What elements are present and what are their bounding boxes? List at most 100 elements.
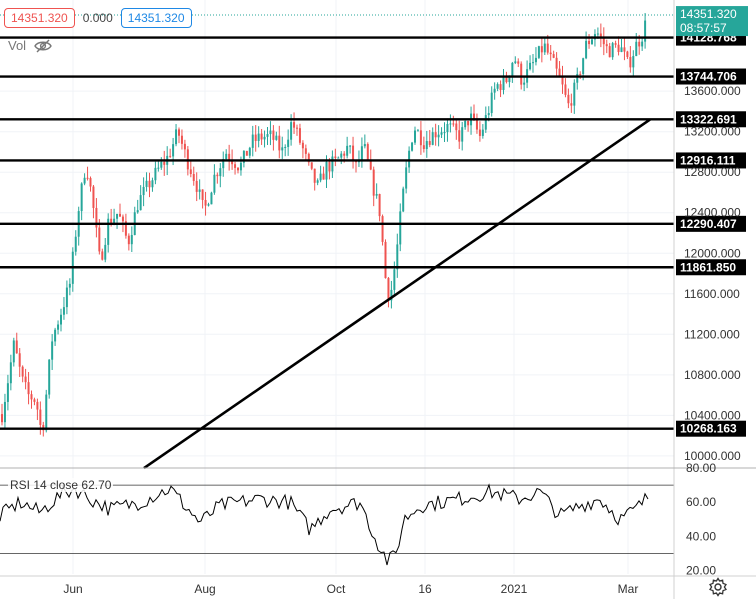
candle-body	[54, 329, 57, 342]
candle-body	[86, 177, 89, 179]
candle-body	[496, 84, 499, 89]
candle	[481, 124, 484, 139]
rsi-tick-label: 80.00	[686, 461, 716, 475]
candle	[237, 167, 239, 174]
candle	[216, 172, 219, 184]
candle-body	[534, 57, 537, 63]
candle	[428, 129, 431, 148]
candle	[641, 38, 644, 51]
candle-body	[484, 115, 487, 130]
candle-body	[80, 183, 83, 212]
candle-body	[192, 173, 195, 181]
price-tick-label: 11200.000	[684, 327, 740, 341]
candle	[620, 38, 623, 53]
candle	[298, 123, 301, 145]
rsi-tick-label: 40.00	[686, 529, 716, 543]
last-price-tag[interactable]	[676, 6, 748, 37]
gear-icon[interactable]	[708, 577, 728, 597]
candle-body	[219, 168, 222, 177]
candle-body	[464, 120, 467, 128]
candle	[21, 365, 24, 383]
candle-body	[396, 244, 399, 270]
candle	[30, 390, 33, 409]
candle-body	[204, 199, 207, 206]
candle-body	[546, 43, 549, 53]
candle	[532, 53, 534, 73]
candle-body	[201, 189, 204, 200]
candle-body	[98, 227, 101, 252]
rsi-value: 62.70	[81, 478, 112, 492]
candle-body	[632, 56, 635, 68]
candle	[490, 86, 493, 117]
candle	[573, 79, 576, 114]
price-tick-label: 12400.000	[684, 206, 741, 220]
rsi-label: RSI 14 close	[10, 478, 79, 492]
candle	[316, 178, 319, 186]
trend-line[interactable]	[143, 118, 651, 470]
candle-body	[443, 132, 446, 134]
candle-body	[298, 128, 301, 143]
candle	[514, 56, 517, 65]
sell-price[interactable]: 14351.320	[4, 8, 75, 28]
candle-body	[266, 134, 269, 137]
candle	[180, 129, 183, 150]
candle-body	[349, 145, 352, 147]
candle-body	[275, 135, 278, 140]
candle-body	[145, 180, 148, 187]
candle-body	[360, 146, 363, 160]
candle	[564, 78, 567, 98]
candle-body	[614, 43, 617, 45]
candle	[57, 320, 60, 335]
candle	[219, 163, 222, 188]
candle	[260, 129, 263, 145]
candle-body	[585, 40, 588, 59]
candle	[68, 278, 71, 296]
candle-body	[231, 159, 234, 165]
candle-body	[372, 169, 375, 196]
candle	[464, 120, 467, 130]
candle	[278, 125, 281, 159]
candle-body	[558, 68, 561, 77]
rsi-legend: RSI 14 close 62.70	[8, 478, 114, 492]
candle-body	[561, 76, 564, 85]
candle	[416, 128, 419, 132]
candle-body	[157, 167, 160, 169]
rsi-line[interactable]	[0, 483, 649, 566]
candle	[455, 119, 458, 140]
eye-hidden-icon[interactable]	[34, 39, 52, 53]
candle	[33, 397, 36, 406]
candle	[517, 58, 520, 68]
candle	[198, 179, 201, 200]
candle-body	[644, 20, 647, 42]
candle-body	[124, 221, 127, 236]
level-tag-label: 13744.706	[680, 70, 737, 84]
candle-body	[30, 394, 33, 400]
candle-body	[478, 129, 481, 136]
candle	[399, 203, 402, 252]
candle	[446, 118, 449, 142]
candle-body	[414, 130, 416, 143]
candle-body	[638, 41, 641, 47]
candle	[363, 134, 366, 149]
candle	[95, 198, 98, 238]
candle	[154, 161, 157, 185]
candle-body	[60, 314, 62, 325]
candle-body	[582, 58, 585, 74]
buy-price[interactable]: 14351.320	[120, 8, 192, 28]
last-price-label: 14351.320	[680, 7, 737, 21]
candle-body	[24, 376, 27, 383]
candle	[419, 121, 422, 155]
price-tick-label: 13200.000	[684, 125, 741, 139]
candle	[496, 82, 499, 92]
price-tick-label: 12000.000	[684, 246, 741, 260]
candle	[372, 166, 375, 207]
candle	[355, 160, 357, 173]
candle-body	[461, 127, 464, 142]
candle-body	[487, 113, 490, 116]
candle-body	[437, 134, 440, 138]
candle	[3, 393, 6, 429]
candle-body	[148, 180, 151, 188]
candle	[352, 136, 355, 169]
